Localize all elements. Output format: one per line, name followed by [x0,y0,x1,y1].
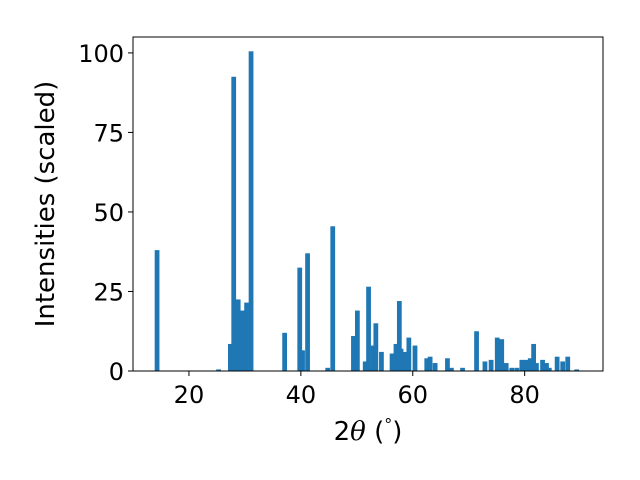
plot-frame [132,36,604,372]
y-tick-label: 100 [78,40,124,68]
bar [227,343,233,371]
x-tick-label: 80 [509,381,540,409]
bar [445,358,450,371]
x-axis-label-part: 2 [334,417,351,447]
bar [546,367,552,371]
bar [527,358,533,371]
bar [330,226,336,371]
bar [282,332,288,371]
bar [432,363,438,371]
bar [398,348,404,371]
bar [231,76,237,371]
bar [488,359,494,371]
bar [305,253,310,371]
bar [499,339,505,371]
bar [351,336,356,371]
bar [373,323,379,371]
bar [244,302,249,371]
bar [560,361,566,371]
bar [248,51,254,372]
bar [354,310,360,371]
y-tick-label: 0 [109,358,124,386]
y-axis-ticks: 0 25 50 75 100 [78,40,133,386]
bar [297,267,303,371]
bar [154,250,160,371]
bar [240,310,246,371]
bar [379,351,384,371]
bar [389,353,395,371]
x-tick-label: 40 [286,381,317,409]
x-axis-label-part: ) [392,417,402,447]
bar [565,356,571,371]
bar [216,369,221,371]
bar [531,343,536,371]
x-axis-label-part: ( [366,417,384,447]
y-tick-label: 75 [93,119,124,147]
bar [235,299,241,371]
bar [544,363,549,371]
bar [474,331,479,371]
x-axis-label: 2θ (°) [334,415,403,447]
bar [300,350,305,371]
x-tick-label: 60 [397,381,428,409]
bar [406,337,412,371]
bar [412,345,418,371]
bar [402,351,408,371]
bar [448,367,454,371]
x-tick-label: 20 [174,381,205,409]
bar [523,359,529,371]
bar [393,343,399,371]
bar [396,301,402,371]
bar [534,363,539,371]
bar [460,367,465,371]
bar [509,367,515,371]
bar [540,359,545,371]
bar [519,359,525,371]
x-axis-ticks: 20 40 60 80 [174,371,540,409]
x-axis-label-degree: ° [384,415,392,434]
bar [494,337,500,371]
y-tick-label: 50 [93,199,124,227]
bar [366,286,371,371]
bar [554,356,560,371]
x-axis-label-theta: θ [350,417,366,447]
bar [482,361,488,371]
bar [503,363,509,371]
bar [370,345,376,371]
bars-group [154,51,580,372]
bar [424,358,430,371]
bar [362,361,368,371]
bar [427,356,433,371]
y-axis-label: Intensities (scaled) [31,81,61,328]
y-tick-label: 25 [93,278,124,306]
bar [514,367,520,371]
bar [325,367,331,371]
bar [574,369,580,371]
